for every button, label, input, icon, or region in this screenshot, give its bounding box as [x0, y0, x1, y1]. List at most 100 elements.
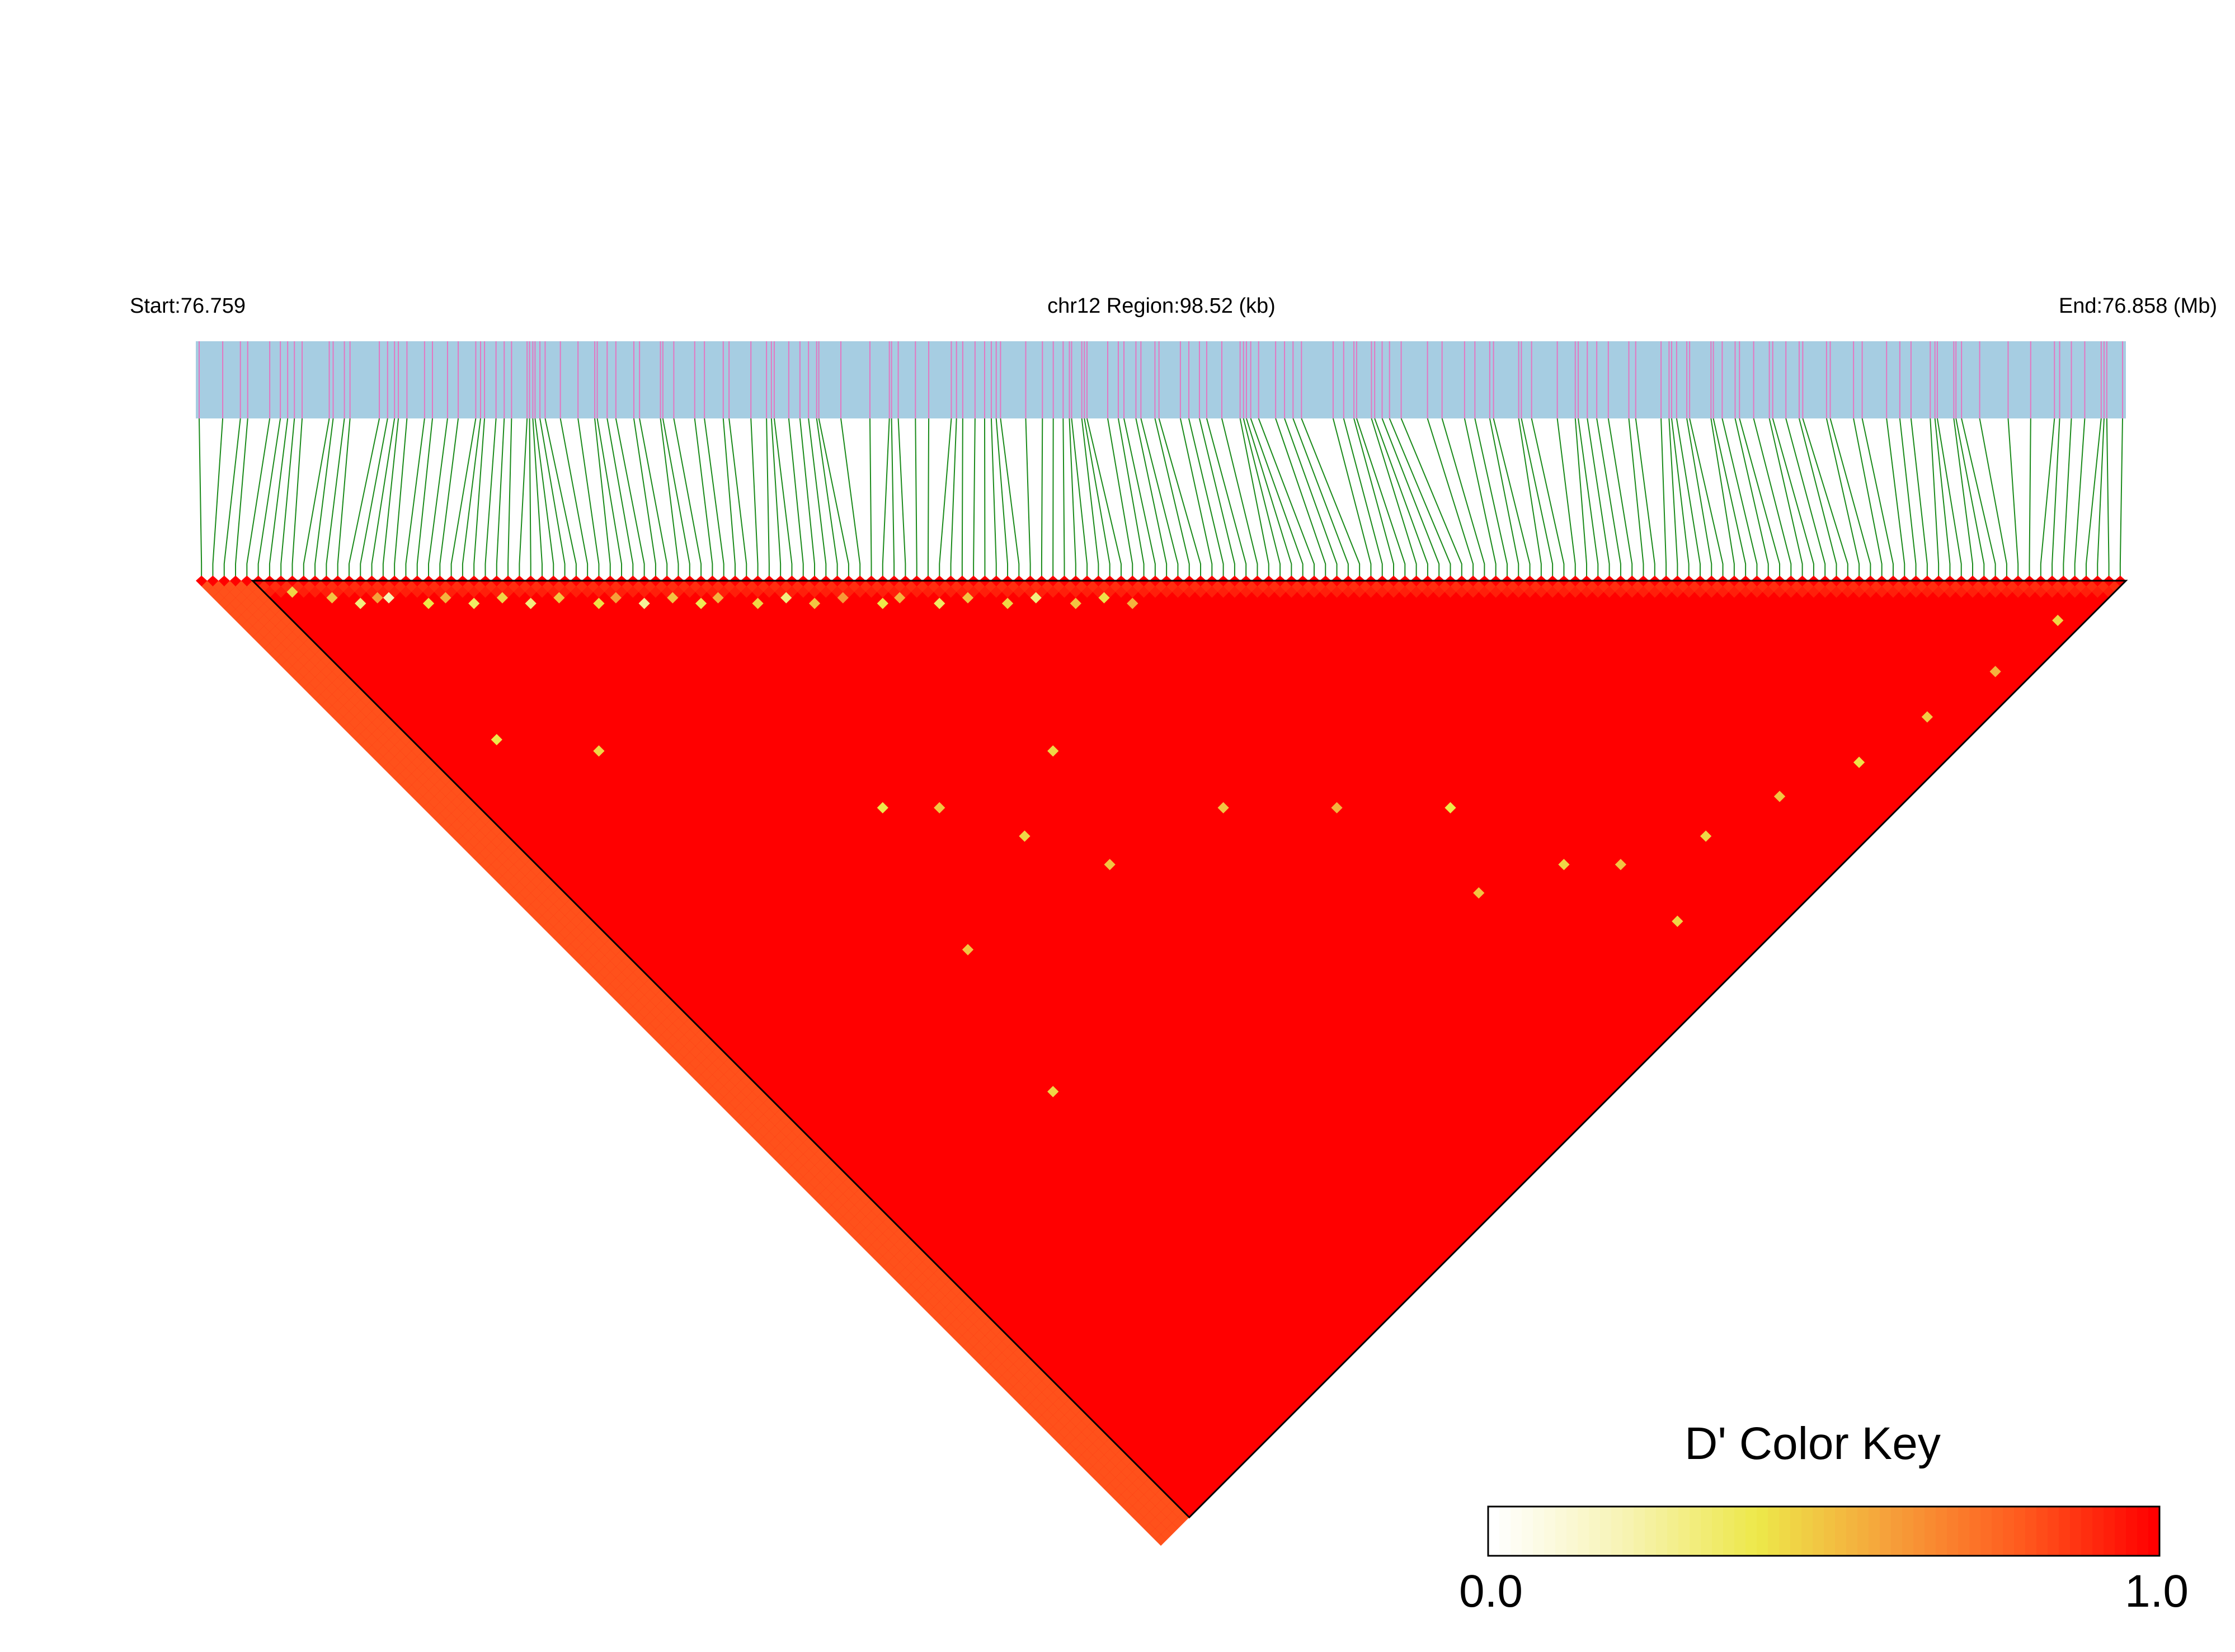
ld-cell	[808, 1176, 821, 1188]
snp-connector	[1474, 418, 1508, 581]
ld-cap-cell	[1240, 575, 1252, 581]
ld-cell	[1513, 586, 1524, 598]
ld-cell	[746, 1103, 758, 1114]
ld-cell	[826, 1182, 837, 1194]
ld-cell	[587, 581, 599, 592]
snp-connector	[394, 418, 408, 581]
ld-cap-cell	[797, 575, 809, 581]
ld-cell	[729, 1097, 741, 1109]
ld-cell	[519, 887, 531, 899]
snp-connector	[496, 418, 505, 581]
ld-cap-cell	[1887, 575, 1899, 581]
ld-cell	[355, 722, 366, 734]
ld-cap-cell	[729, 575, 741, 581]
ld-cell	[286, 666, 298, 677]
snp-connector	[662, 418, 690, 581]
ld-cap-cell	[672, 575, 684, 581]
ld-cell	[843, 1188, 855, 1200]
ld-matrix	[196, 575, 2126, 1546]
ld-cell	[1853, 756, 1865, 768]
haplotype-block-outlines	[250, 580, 2128, 1519]
ld-cell	[939, 581, 951, 592]
snp-connector	[990, 418, 997, 581]
ld-cell	[763, 1097, 775, 1109]
ld-cell	[843, 586, 855, 598]
color-key-swatch	[1611, 1507, 1623, 1556]
snp-connector	[1739, 418, 1781, 581]
ld-cell	[422, 768, 435, 780]
ld-cell	[1075, 1443, 1088, 1455]
ld-cell	[916, 1262, 928, 1273]
ld-cap-cell	[241, 575, 253, 581]
ld-cell	[1921, 711, 1933, 723]
color-key: D' Color Key 0.0 1.0	[1459, 1418, 2189, 1617]
ld-cell	[803, 1137, 815, 1149]
color-key-swatch	[1566, 1507, 1578, 1556]
snp-connector	[1689, 418, 1724, 581]
snp-connector	[1531, 418, 1565, 581]
snp-connector	[1493, 418, 1531, 581]
region-end-label: End:76.858 (Mb)	[2059, 294, 2217, 318]
ld-cap-cell	[1229, 575, 1241, 581]
ld-cell	[1626, 586, 1638, 598]
ld-cell	[1070, 597, 1081, 609]
ld-cell	[604, 983, 616, 995]
ld-cap-cell	[1989, 575, 2001, 581]
ld-cell	[1132, 1477, 1144, 1489]
ld-cap-cell	[366, 575, 378, 581]
ld-cell	[1115, 1483, 1127, 1495]
snp-connector	[2106, 418, 2110, 581]
color-key-swatch	[1913, 1507, 1925, 1556]
ld-cell	[792, 1171, 803, 1183]
color-key-swatch	[1835, 1507, 1847, 1556]
ld-cell	[860, 581, 872, 592]
ld-cell	[252, 597, 264, 609]
ld-cap-cell	[1286, 575, 1297, 581]
ld-cell	[542, 910, 554, 921]
ld-cell	[570, 949, 582, 961]
ld-cell	[593, 961, 605, 973]
ld-cell	[264, 632, 276, 643]
ld-cell	[973, 1330, 985, 1342]
ld-cap-cell	[1127, 575, 1138, 581]
ld-cell	[1109, 581, 1121, 592]
ld-cell	[803, 1182, 815, 1194]
ld-cell	[508, 841, 520, 854]
ld-cell	[468, 847, 480, 859]
ld-cell	[315, 683, 327, 694]
ld-cell	[615, 949, 628, 961]
ld-cap-cell	[1785, 575, 1797, 581]
ld-cell	[1132, 1500, 1144, 1512]
ld-cell	[1127, 586, 1138, 598]
ld-cell	[224, 581, 236, 592]
ld-cell	[916, 1273, 928, 1285]
ld-cell	[474, 841, 486, 854]
ld-cap-cell	[1638, 575, 1649, 581]
ld-cell	[769, 581, 781, 592]
ld-cell	[434, 586, 446, 598]
snp-connector	[1668, 418, 1678, 581]
snp-connector	[1123, 418, 1156, 581]
ld-cell	[411, 586, 423, 598]
snp-connector	[1829, 418, 1871, 581]
region-title-label: chr12 Region:98.52 (kb)	[1047, 294, 1276, 318]
ld-cap-cell	[1422, 575, 1434, 581]
snp-connector	[519, 418, 528, 581]
ld-cap-cell	[638, 575, 650, 581]
ld-cell	[934, 597, 945, 609]
ld-cell	[741, 1108, 752, 1120]
snp-connector	[450, 418, 477, 581]
ld-cell	[1053, 1409, 1065, 1421]
ld-cell	[934, 1290, 945, 1302]
ld-cell	[1093, 586, 1104, 598]
ld-cell	[582, 938, 594, 950]
ld-cell	[633, 967, 644, 978]
ld-cell	[1127, 1460, 1138, 1472]
ld-cell	[1978, 586, 1990, 598]
ld-cell	[882, 1227, 895, 1240]
ld-cell	[491, 733, 502, 746]
ld-cell	[502, 870, 514, 882]
snp-connector	[246, 418, 271, 581]
ld-cell	[945, 586, 957, 598]
ld-cell	[939, 1319, 951, 1330]
